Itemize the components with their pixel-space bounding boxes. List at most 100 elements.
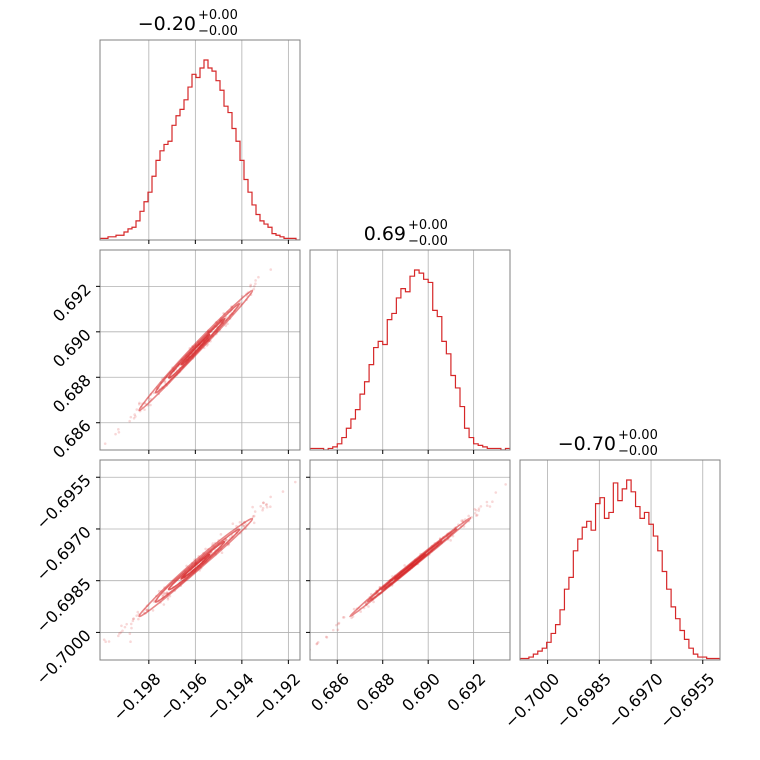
sample-point: [449, 539, 452, 542]
sample-point: [211, 542, 215, 545]
sample-point: [136, 610, 140, 614]
sample-point: [252, 514, 256, 518]
sample-point: [204, 547, 207, 551]
panel-content: [520, 479, 720, 660]
panel-0-0: [99, 39, 301, 244]
panel-content: [100, 59, 300, 240]
sample-point: [475, 514, 478, 517]
sample-point: [337, 621, 341, 625]
sample-point: [226, 322, 229, 326]
sample-point: [252, 521, 256, 525]
sample-point: [121, 629, 124, 633]
x-tick-label: −0.7000: [501, 669, 564, 732]
sample-point: [133, 413, 136, 416]
sample-point: [90, 659, 93, 662]
sample-point: [220, 551, 224, 554]
y-tick-label: −0.6955: [32, 471, 95, 534]
sample-point: [359, 610, 362, 613]
panel-title-2: −0.70 +0.00−0.00: [558, 428, 658, 459]
sample-point: [261, 506, 265, 510]
sample-point: [335, 623, 338, 627]
sample-point: [265, 502, 268, 506]
sample-point: [123, 625, 127, 629]
sample-point: [162, 603, 166, 606]
sample-point: [134, 415, 137, 418]
x-tick-label: −0.6970: [604, 669, 667, 732]
sample-point: [118, 632, 121, 635]
panel-title-1: 0.69 +0.00−0.00: [364, 218, 448, 249]
sample-point: [162, 592, 166, 595]
sample-point: [341, 616, 345, 619]
panel-1-1: [309, 249, 511, 454]
sample-point: [231, 522, 235, 526]
sample-point: [504, 483, 507, 486]
sample-point: [91, 650, 94, 653]
sample-point: [129, 622, 133, 626]
sample-point: [249, 284, 252, 288]
sample-point: [491, 500, 494, 504]
sample-point: [219, 533, 223, 536]
sample-point: [485, 504, 489, 507]
sample-point: [467, 514, 470, 518]
sample-point: [257, 275, 260, 279]
sample-point: [135, 408, 139, 411]
sample-point: [149, 403, 152, 407]
sample-point: [120, 624, 123, 628]
sample-point: [89, 656, 92, 659]
sample-point: [315, 642, 318, 646]
sample-point: [251, 515, 255, 518]
histogram-2: [520, 479, 720, 660]
panel-content: [310, 483, 507, 651]
sample-point: [138, 401, 141, 405]
sample-point: [104, 640, 107, 644]
title-value: −0.70: [558, 433, 616, 455]
sample-point: [86, 457, 89, 460]
contour-level: [167, 317, 226, 379]
y-tick-label: −0.6970: [32, 522, 95, 585]
sample-point: [350, 616, 353, 620]
sample-point: [224, 324, 228, 327]
title-plus: +0.00: [198, 8, 238, 23]
x-tick-label: 0.686: [307, 669, 353, 715]
sample-point: [259, 504, 262, 508]
sample-point: [225, 315, 228, 319]
sample-point: [254, 279, 257, 282]
panel-frame: [309, 459, 511, 661]
sample-point: [485, 500, 489, 504]
x-tick-label: −0.6985: [553, 669, 616, 732]
sample-point: [166, 597, 170, 601]
sample-point: [269, 268, 273, 271]
sample-point: [477, 509, 481, 512]
title-minus: −0.00: [618, 444, 658, 459]
title-value: 0.69: [364, 223, 406, 245]
title-plus: +0.00: [408, 218, 448, 233]
y-tick-label: 0.692: [49, 280, 95, 326]
contour-level: [394, 553, 426, 581]
panel-frame: [519, 459, 721, 661]
sample-point: [107, 640, 111, 643]
sample-point: [165, 591, 169, 594]
sample-point: [262, 501, 265, 504]
sample-point: [372, 600, 375, 604]
panel-2-2: [519, 459, 721, 664]
sample-point: [117, 634, 120, 638]
sample-point: [253, 284, 256, 288]
sample-point: [253, 510, 257, 513]
contour-level: [180, 553, 211, 580]
y-tick-label: 0.690: [49, 325, 95, 371]
sample-point: [252, 287, 256, 291]
sample-point: [261, 508, 264, 512]
x-tick-label: −0.198: [109, 669, 164, 724]
sample-point: [114, 432, 117, 436]
contour-level: [154, 528, 241, 603]
sample-point: [310, 230, 313, 233]
sample-point: [129, 640, 132, 643]
histogram-0: [100, 59, 300, 240]
sample-point: [117, 431, 121, 434]
contour-level: [154, 302, 241, 394]
y-tick-label: −0.7000: [32, 626, 95, 689]
sample-point: [131, 619, 135, 623]
sample-point: [473, 507, 476, 511]
title-minus: −0.00: [408, 234, 448, 249]
